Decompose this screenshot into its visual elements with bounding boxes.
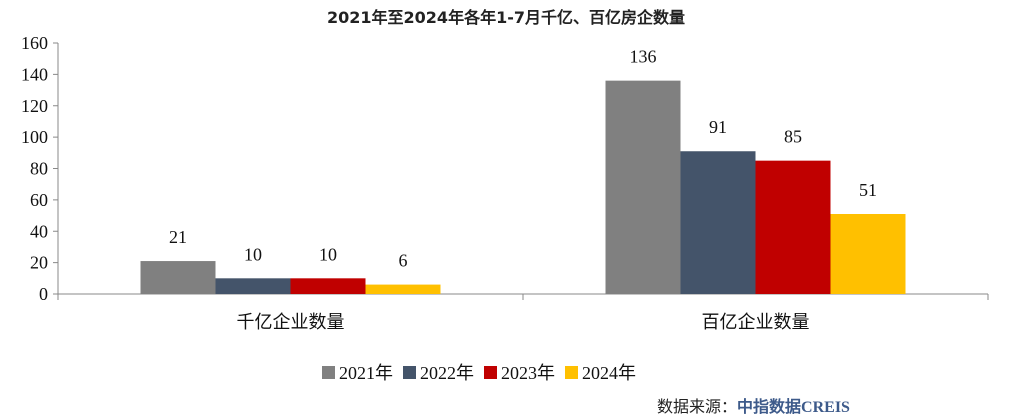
y-tick-label: 80 bbox=[30, 159, 48, 179]
legend: 2021年 2022年 2023年 2024年 bbox=[322, 359, 636, 385]
y-tick-label: 40 bbox=[30, 221, 48, 241]
y-tick-label: 60 bbox=[30, 190, 48, 210]
source-brand-cn: 中指数据 bbox=[737, 397, 802, 416]
y-tick-label: 0 bbox=[39, 284, 48, 304]
y-tick-label: 140 bbox=[21, 64, 48, 84]
legend-item: 2024年 bbox=[565, 359, 636, 385]
bar bbox=[365, 284, 441, 294]
legend-swatch bbox=[484, 365, 497, 379]
source-note: 数据来源：中指数据CREIS bbox=[657, 393, 850, 417]
y-tick-label: 20 bbox=[30, 253, 48, 273]
legend-item: 2022年 bbox=[403, 359, 474, 385]
data-label: 10 bbox=[319, 244, 337, 264]
legend-item: 2023年 bbox=[484, 359, 555, 385]
legend-swatch bbox=[565, 365, 578, 379]
legend-swatch bbox=[403, 365, 416, 379]
data-label: 51 bbox=[859, 180, 877, 200]
bar bbox=[140, 261, 216, 294]
bar bbox=[755, 160, 831, 294]
bar bbox=[830, 213, 906, 294]
legend-item: 2021年 bbox=[322, 359, 393, 385]
bar bbox=[215, 278, 291, 294]
legend-label: 2021年 bbox=[339, 363, 393, 383]
data-label: 21 bbox=[169, 227, 187, 247]
data-label: 136 bbox=[630, 47, 657, 67]
legend-label: 2024年 bbox=[582, 363, 636, 383]
chart-title: 2021年至2024年各年1-7月千亿、百亿房企数量 bbox=[327, 8, 685, 27]
legend-label: 2023年 bbox=[501, 363, 555, 383]
y-tick-label: 160 bbox=[21, 33, 48, 53]
data-label: 85 bbox=[784, 127, 802, 147]
legend-swatch bbox=[322, 365, 335, 379]
y-tick-label: 100 bbox=[21, 127, 48, 147]
bar bbox=[290, 278, 366, 294]
source-label: 数据来源： bbox=[657, 397, 738, 416]
source-brand-en: CREIS bbox=[801, 399, 850, 416]
data-label: 91 bbox=[709, 117, 727, 137]
legend-label: 2022年 bbox=[420, 363, 474, 383]
x-category-label: 百亿企业数量 bbox=[702, 312, 810, 333]
data-label: 6 bbox=[399, 251, 408, 271]
data-label: 10 bbox=[244, 244, 262, 264]
x-category-label: 千亿企业数量 bbox=[237, 312, 345, 333]
bar bbox=[680, 151, 756, 294]
y-tick-label: 120 bbox=[21, 96, 48, 116]
bar bbox=[605, 80, 681, 295]
